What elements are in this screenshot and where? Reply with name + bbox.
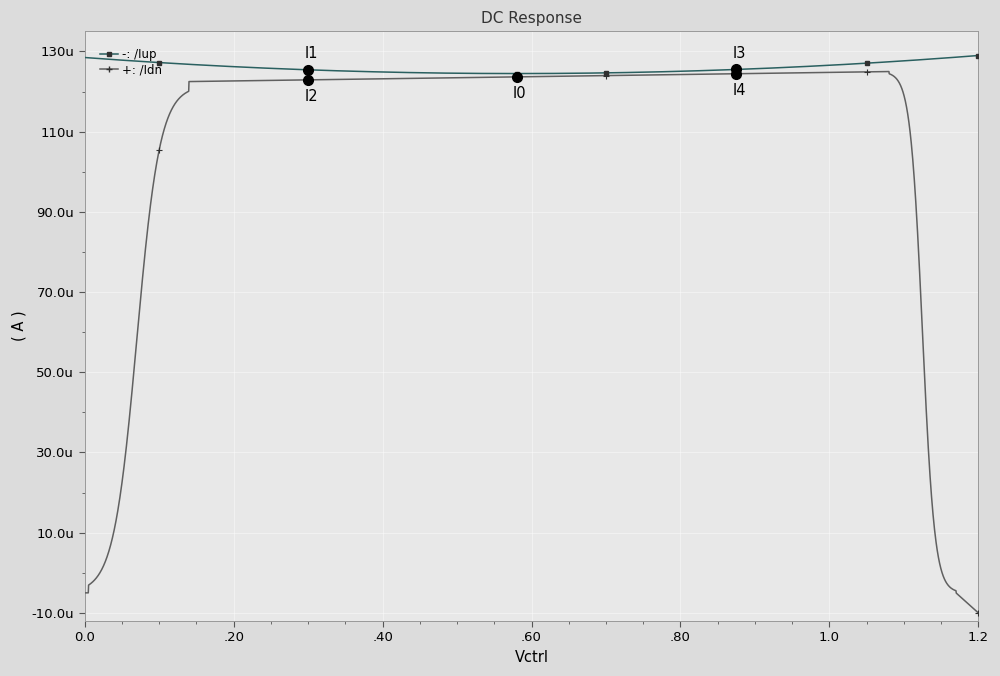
Text: I4: I4 <box>733 82 746 97</box>
Text: I2: I2 <box>304 89 318 103</box>
Text: I3: I3 <box>733 46 746 61</box>
Title: DC Response: DC Response <box>481 11 582 26</box>
X-axis label: Vctrl: Vctrl <box>515 650 549 665</box>
Text: I1: I1 <box>304 46 318 61</box>
Legend: -: /Iup, +: /Idn: -: /Iup, +: /Idn <box>95 43 167 81</box>
Text: I0: I0 <box>513 86 527 101</box>
Y-axis label: ( A ): ( A ) <box>11 311 26 341</box>
